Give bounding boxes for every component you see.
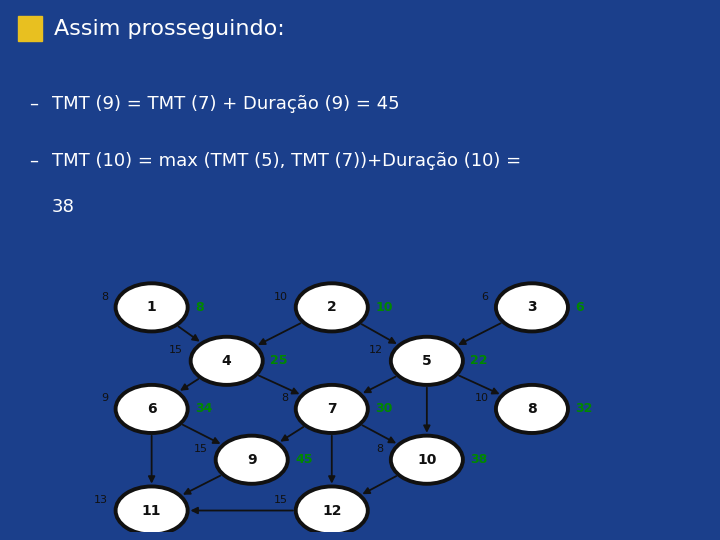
- Ellipse shape: [191, 337, 263, 385]
- Text: 8: 8: [101, 292, 108, 301]
- Ellipse shape: [116, 487, 188, 535]
- Text: Assim prosseguindo:: Assim prosseguindo:: [54, 18, 284, 38]
- Text: –: –: [29, 94, 37, 113]
- Text: 3: 3: [527, 300, 536, 314]
- Text: 10: 10: [375, 301, 393, 314]
- Text: 7: 7: [327, 402, 336, 416]
- Text: 13: 13: [94, 495, 108, 505]
- Text: 10: 10: [474, 393, 488, 403]
- Text: 32: 32: [575, 402, 593, 415]
- Text: 45: 45: [295, 453, 312, 466]
- Text: TMT (9) = TMT (7) + Duração (9) = 45: TMT (9) = TMT (7) + Duração (9) = 45: [52, 94, 400, 113]
- Text: TMT (10) = max (TMT (5), TMT (7))+Duração (10) =: TMT (10) = max (TMT (5), TMT (7))+Duraçã…: [52, 152, 521, 170]
- Ellipse shape: [116, 385, 188, 433]
- Ellipse shape: [216, 436, 288, 484]
- Ellipse shape: [496, 284, 568, 332]
- Text: 15: 15: [169, 345, 183, 355]
- Text: 12: 12: [322, 503, 341, 517]
- Text: 22: 22: [470, 354, 488, 367]
- Text: 9: 9: [101, 393, 108, 403]
- Text: 8: 8: [195, 301, 204, 314]
- Text: –: –: [29, 152, 37, 170]
- Text: 25: 25: [270, 354, 288, 367]
- Text: 9: 9: [247, 453, 256, 467]
- Text: 8: 8: [281, 393, 288, 403]
- Ellipse shape: [391, 436, 463, 484]
- Text: 10: 10: [274, 292, 288, 301]
- Text: 34: 34: [195, 402, 212, 415]
- Text: 15: 15: [274, 495, 288, 505]
- Text: 10: 10: [417, 453, 436, 467]
- Text: 6: 6: [147, 402, 156, 416]
- Text: 11: 11: [142, 503, 161, 517]
- Ellipse shape: [116, 284, 188, 332]
- Ellipse shape: [296, 385, 368, 433]
- Text: 38: 38: [52, 198, 75, 217]
- Text: 4: 4: [222, 354, 232, 368]
- Text: 1: 1: [147, 300, 156, 314]
- Text: 38: 38: [470, 453, 487, 466]
- Text: 15: 15: [194, 444, 208, 454]
- Text: 30: 30: [375, 402, 392, 415]
- Text: 5: 5: [422, 354, 432, 368]
- Text: 8: 8: [527, 402, 537, 416]
- Text: 12: 12: [369, 345, 383, 355]
- Ellipse shape: [296, 487, 368, 535]
- Bar: [18, 16, 42, 42]
- Text: 2: 2: [327, 300, 337, 314]
- Ellipse shape: [496, 385, 568, 433]
- Ellipse shape: [391, 337, 463, 385]
- Text: 8: 8: [376, 444, 383, 454]
- Ellipse shape: [296, 284, 368, 332]
- Text: 6: 6: [482, 292, 488, 301]
- Text: 6: 6: [575, 301, 584, 314]
